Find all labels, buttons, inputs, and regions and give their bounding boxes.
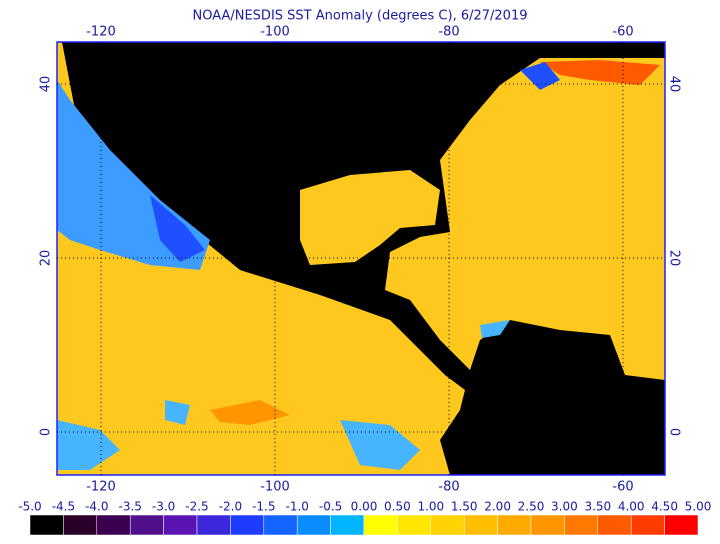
colorbar-box	[664, 514, 699, 536]
colorbar-label: 5.00	[685, 500, 712, 514]
colorbar-label: -3.5	[118, 500, 141, 514]
cold-anomaly	[340, 420, 420, 470]
colorbar-box	[497, 514, 532, 536]
colorbar-box	[63, 514, 98, 536]
colorbar-box	[129, 514, 164, 536]
map-area	[56, 41, 666, 476]
lon-label: -60	[612, 25, 633, 40]
atlantic-ocean	[385, 58, 665, 380]
cold-anomaly	[165, 400, 190, 425]
lon-label: -80	[438, 25, 459, 40]
colorbar-label: -4.5	[52, 500, 75, 514]
colorbar-box	[630, 514, 665, 536]
colorbar-box	[296, 514, 331, 536]
colorbar-box	[29, 514, 64, 536]
cold-anomaly	[480, 320, 510, 338]
title: NOAA/NESDIS SST Anomaly (degrees C), 6/2…	[192, 9, 527, 24]
lon-label: -120	[86, 480, 116, 495]
colorbar-label: -5.0	[18, 500, 41, 514]
cold-anomaly	[520, 62, 560, 90]
colorbar-box	[564, 514, 599, 536]
colorbar-label: 1.00	[417, 500, 444, 514]
lat-label: 40	[39, 76, 54, 93]
colorbar-label: 4.50	[651, 500, 678, 514]
lon-label: -60	[612, 480, 633, 495]
colorbar-label: 4.00	[618, 500, 645, 514]
lon-label: -80	[438, 480, 459, 495]
colorbar-box	[330, 514, 365, 536]
colorbar-label: -3.0	[152, 500, 175, 514]
colorbar-label: 0.00	[351, 500, 378, 514]
colorbar-label: 3.00	[551, 500, 578, 514]
lat-label: 40	[667, 76, 682, 93]
lat-label: 20	[667, 250, 682, 267]
colorbar-box	[530, 514, 565, 536]
lon-label: -100	[260, 480, 290, 495]
colorbar-label: 1.50	[451, 500, 478, 514]
colorbar-box	[263, 514, 298, 536]
pacific-ocean	[57, 42, 465, 475]
colorbar-label: -0.5	[319, 500, 342, 514]
warm-anomaly	[540, 60, 660, 85]
colorbar-box	[463, 514, 498, 536]
colorbar-box	[96, 514, 131, 536]
colorbar-box	[430, 514, 465, 536]
colorbar-label: -2.5	[185, 500, 208, 514]
colorbar-box	[397, 514, 432, 536]
lat-label: 0	[667, 428, 682, 436]
colorbar-box	[163, 514, 198, 536]
colorbar-box	[597, 514, 632, 536]
colorbar-box	[363, 514, 398, 536]
colorbar-label: -1.5	[252, 500, 275, 514]
cold-anomaly	[150, 195, 205, 262]
cold-anomaly	[57, 420, 120, 470]
colorbar-label: -2.0	[219, 500, 242, 514]
gulf-of-mexico	[300, 170, 440, 265]
lon-label: -100	[260, 25, 290, 40]
lon-label: -120	[86, 25, 116, 40]
colorbar-label: 0.50	[384, 500, 411, 514]
colorbar-label: -1.0	[285, 500, 308, 514]
colorbar-label: -4.0	[85, 500, 108, 514]
colorbar-box	[196, 514, 231, 536]
lat-label: 0	[39, 428, 54, 436]
colorbar-box	[230, 514, 265, 536]
colorbar-label: 2.50	[518, 500, 545, 514]
warm-anomaly	[210, 400, 290, 425]
lat-label: 20	[39, 250, 54, 267]
colorbar-label: 2.00	[484, 500, 511, 514]
colorbar-label: 3.50	[584, 500, 611, 514]
